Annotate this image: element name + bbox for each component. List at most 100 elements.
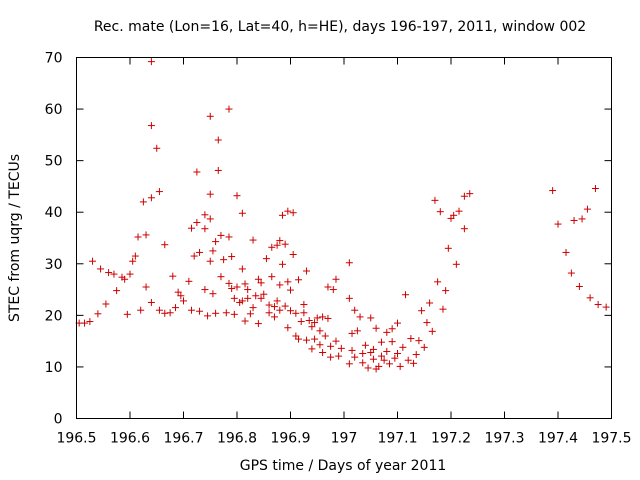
data-point bbox=[361, 341, 369, 349]
data-point bbox=[345, 360, 353, 368]
x-tick-label: 196.8 bbox=[217, 431, 257, 447]
data-point bbox=[284, 278, 292, 286]
data-point bbox=[442, 287, 450, 295]
data-point bbox=[206, 257, 214, 265]
data-point bbox=[297, 318, 305, 326]
data-point bbox=[262, 255, 270, 263]
data-point bbox=[222, 309, 230, 317]
data-point bbox=[241, 317, 249, 325]
data-point bbox=[316, 327, 324, 335]
data-point bbox=[308, 345, 316, 353]
data-point bbox=[230, 310, 238, 318]
data-point bbox=[278, 260, 286, 268]
y-tick-label: 70 bbox=[45, 51, 63, 67]
data-point bbox=[415, 337, 423, 345]
data-point bbox=[394, 350, 401, 358]
data-point bbox=[578, 215, 586, 223]
data-point bbox=[375, 362, 383, 370]
y-tick-label: 50 bbox=[45, 154, 63, 170]
data-point bbox=[209, 290, 217, 298]
data-point bbox=[105, 269, 113, 277]
data-point bbox=[139, 198, 147, 206]
x-tick-label: 197.5 bbox=[591, 431, 631, 447]
data-point bbox=[431, 196, 439, 204]
data-point bbox=[278, 211, 286, 219]
data-point bbox=[284, 207, 292, 215]
data-point bbox=[321, 332, 329, 340]
data-point bbox=[201, 225, 209, 233]
data-point bbox=[142, 231, 150, 239]
data-point bbox=[575, 282, 583, 290]
x-tick-label: 196.5 bbox=[56, 431, 96, 447]
data-point bbox=[249, 236, 257, 244]
data-point bbox=[356, 313, 364, 321]
data-point bbox=[134, 233, 142, 241]
data-point bbox=[270, 313, 278, 321]
data-point bbox=[137, 306, 145, 314]
data-point bbox=[228, 285, 236, 293]
data-point bbox=[570, 216, 578, 224]
data-point bbox=[177, 292, 185, 300]
data-point bbox=[364, 364, 372, 372]
data-point bbox=[166, 309, 174, 317]
data-point bbox=[423, 319, 431, 327]
data-point bbox=[289, 251, 297, 259]
data-point bbox=[324, 283, 332, 291]
data-point bbox=[292, 309, 300, 317]
data-point bbox=[129, 257, 137, 265]
data-point bbox=[206, 190, 214, 198]
data-point bbox=[327, 353, 335, 361]
data-point bbox=[193, 168, 201, 176]
data-point bbox=[238, 265, 246, 273]
data-point bbox=[196, 307, 204, 315]
data-point bbox=[147, 194, 155, 202]
data-point bbox=[268, 243, 276, 251]
data-point bbox=[110, 270, 118, 278]
data-point bbox=[123, 310, 131, 318]
data-point bbox=[131, 252, 139, 260]
data-point bbox=[428, 327, 436, 335]
data-point bbox=[270, 303, 278, 311]
data-point bbox=[562, 248, 570, 256]
y-tick-label: 60 bbox=[45, 102, 63, 118]
data-point bbox=[217, 273, 225, 281]
data-point bbox=[113, 287, 121, 295]
data-point bbox=[244, 294, 252, 302]
data-point bbox=[188, 306, 196, 314]
x-tick-label: 197 bbox=[331, 431, 358, 447]
data-point bbox=[214, 136, 222, 144]
data-point bbox=[399, 343, 407, 351]
data-point bbox=[212, 309, 220, 317]
data-point bbox=[303, 336, 311, 344]
data-point bbox=[329, 286, 337, 294]
data-point bbox=[238, 209, 246, 217]
data-point bbox=[147, 122, 155, 130]
data-point bbox=[246, 310, 254, 318]
data-point bbox=[289, 209, 297, 217]
data-point bbox=[217, 231, 225, 239]
data-point bbox=[426, 299, 434, 307]
x-tick-label: 196.9 bbox=[270, 431, 310, 447]
data-point bbox=[377, 352, 385, 360]
x-axis: 196.5 196.6 196.7 196.8 196.9 197 197.1 197.2 19… bbox=[56, 57, 632, 447]
data-point bbox=[273, 241, 281, 249]
data-point bbox=[169, 272, 177, 280]
data-point bbox=[388, 325, 396, 333]
data-point bbox=[586, 294, 594, 302]
data-point bbox=[394, 319, 401, 327]
data-point bbox=[351, 353, 359, 361]
data-point bbox=[201, 286, 209, 294]
data-point bbox=[452, 260, 460, 268]
data-point bbox=[319, 313, 327, 321]
data-point bbox=[412, 351, 420, 359]
data-point bbox=[308, 323, 316, 331]
data-point bbox=[313, 314, 321, 322]
data-point bbox=[305, 317, 313, 325]
data-point bbox=[353, 327, 361, 335]
data-point bbox=[89, 257, 97, 265]
data-point bbox=[97, 265, 105, 273]
data-point bbox=[407, 335, 415, 343]
data-point bbox=[383, 347, 391, 355]
data-point bbox=[161, 241, 169, 249]
data-point bbox=[351, 306, 359, 314]
